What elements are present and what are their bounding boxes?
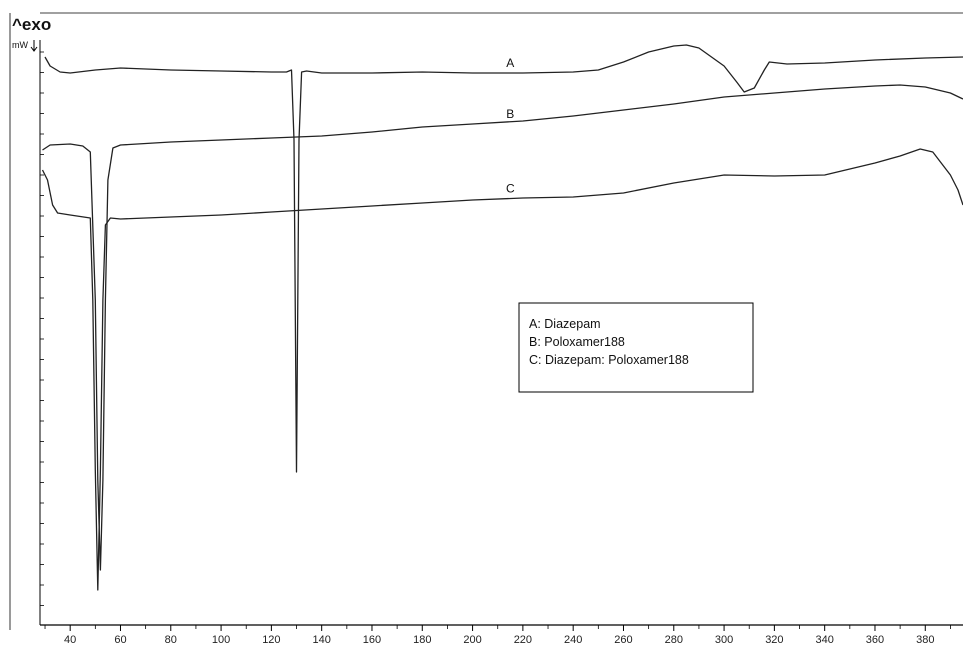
mw-unit-label: mW xyxy=(12,40,28,50)
series-c-line xyxy=(41,148,963,591)
x-tick-label: 80 xyxy=(165,634,177,646)
x-tick-label: 180 xyxy=(413,634,431,646)
series-c-label: C xyxy=(506,182,515,196)
series-b-line xyxy=(42,84,963,571)
legend-entry-a: A: Diazepam xyxy=(529,317,601,331)
x-tick-label: 120 xyxy=(262,634,280,646)
legend: A: Diazepam B: Poloxamer188 C: Diazepam:… xyxy=(518,302,754,393)
x-tick-label: 60 xyxy=(114,634,126,646)
x-tick-label: 300 xyxy=(715,634,733,646)
series-b-label: B xyxy=(506,107,514,121)
x-tick-label: 140 xyxy=(312,634,330,646)
x-tick-label: 340 xyxy=(815,634,833,646)
x-tick-label: 260 xyxy=(614,634,632,646)
mw-arrow-icon xyxy=(30,40,38,52)
legend-box xyxy=(518,302,754,393)
x-tick-label: 100 xyxy=(212,634,230,646)
x-tick-label: 360 xyxy=(866,634,884,646)
x-ticks: 40 60 80 100 120 140 160 180 200 220 240 260 280 300 3… xyxy=(44,625,951,646)
legend-entry-c: C: Diazepam: Poloxamer188 xyxy=(529,353,689,367)
x-tick-label: 40 xyxy=(64,634,76,646)
legend-entry-b: B: Poloxamer188 xyxy=(529,335,625,349)
x-tick-label: 320 xyxy=(765,634,783,646)
x-tick-label: 280 xyxy=(665,634,683,646)
x-tick-label: 200 xyxy=(463,634,481,646)
series-layer: A B C xyxy=(41,44,963,591)
x-tick-label: 160 xyxy=(363,634,381,646)
series-a-line xyxy=(44,44,963,473)
x-tick-label: 220 xyxy=(514,634,532,646)
x-tick-label: 240 xyxy=(564,634,582,646)
y-ticks xyxy=(40,51,44,606)
series-a-label: A xyxy=(506,56,514,70)
x-tick-label: 380 xyxy=(916,634,934,646)
exo-label: ^exo xyxy=(12,15,51,34)
